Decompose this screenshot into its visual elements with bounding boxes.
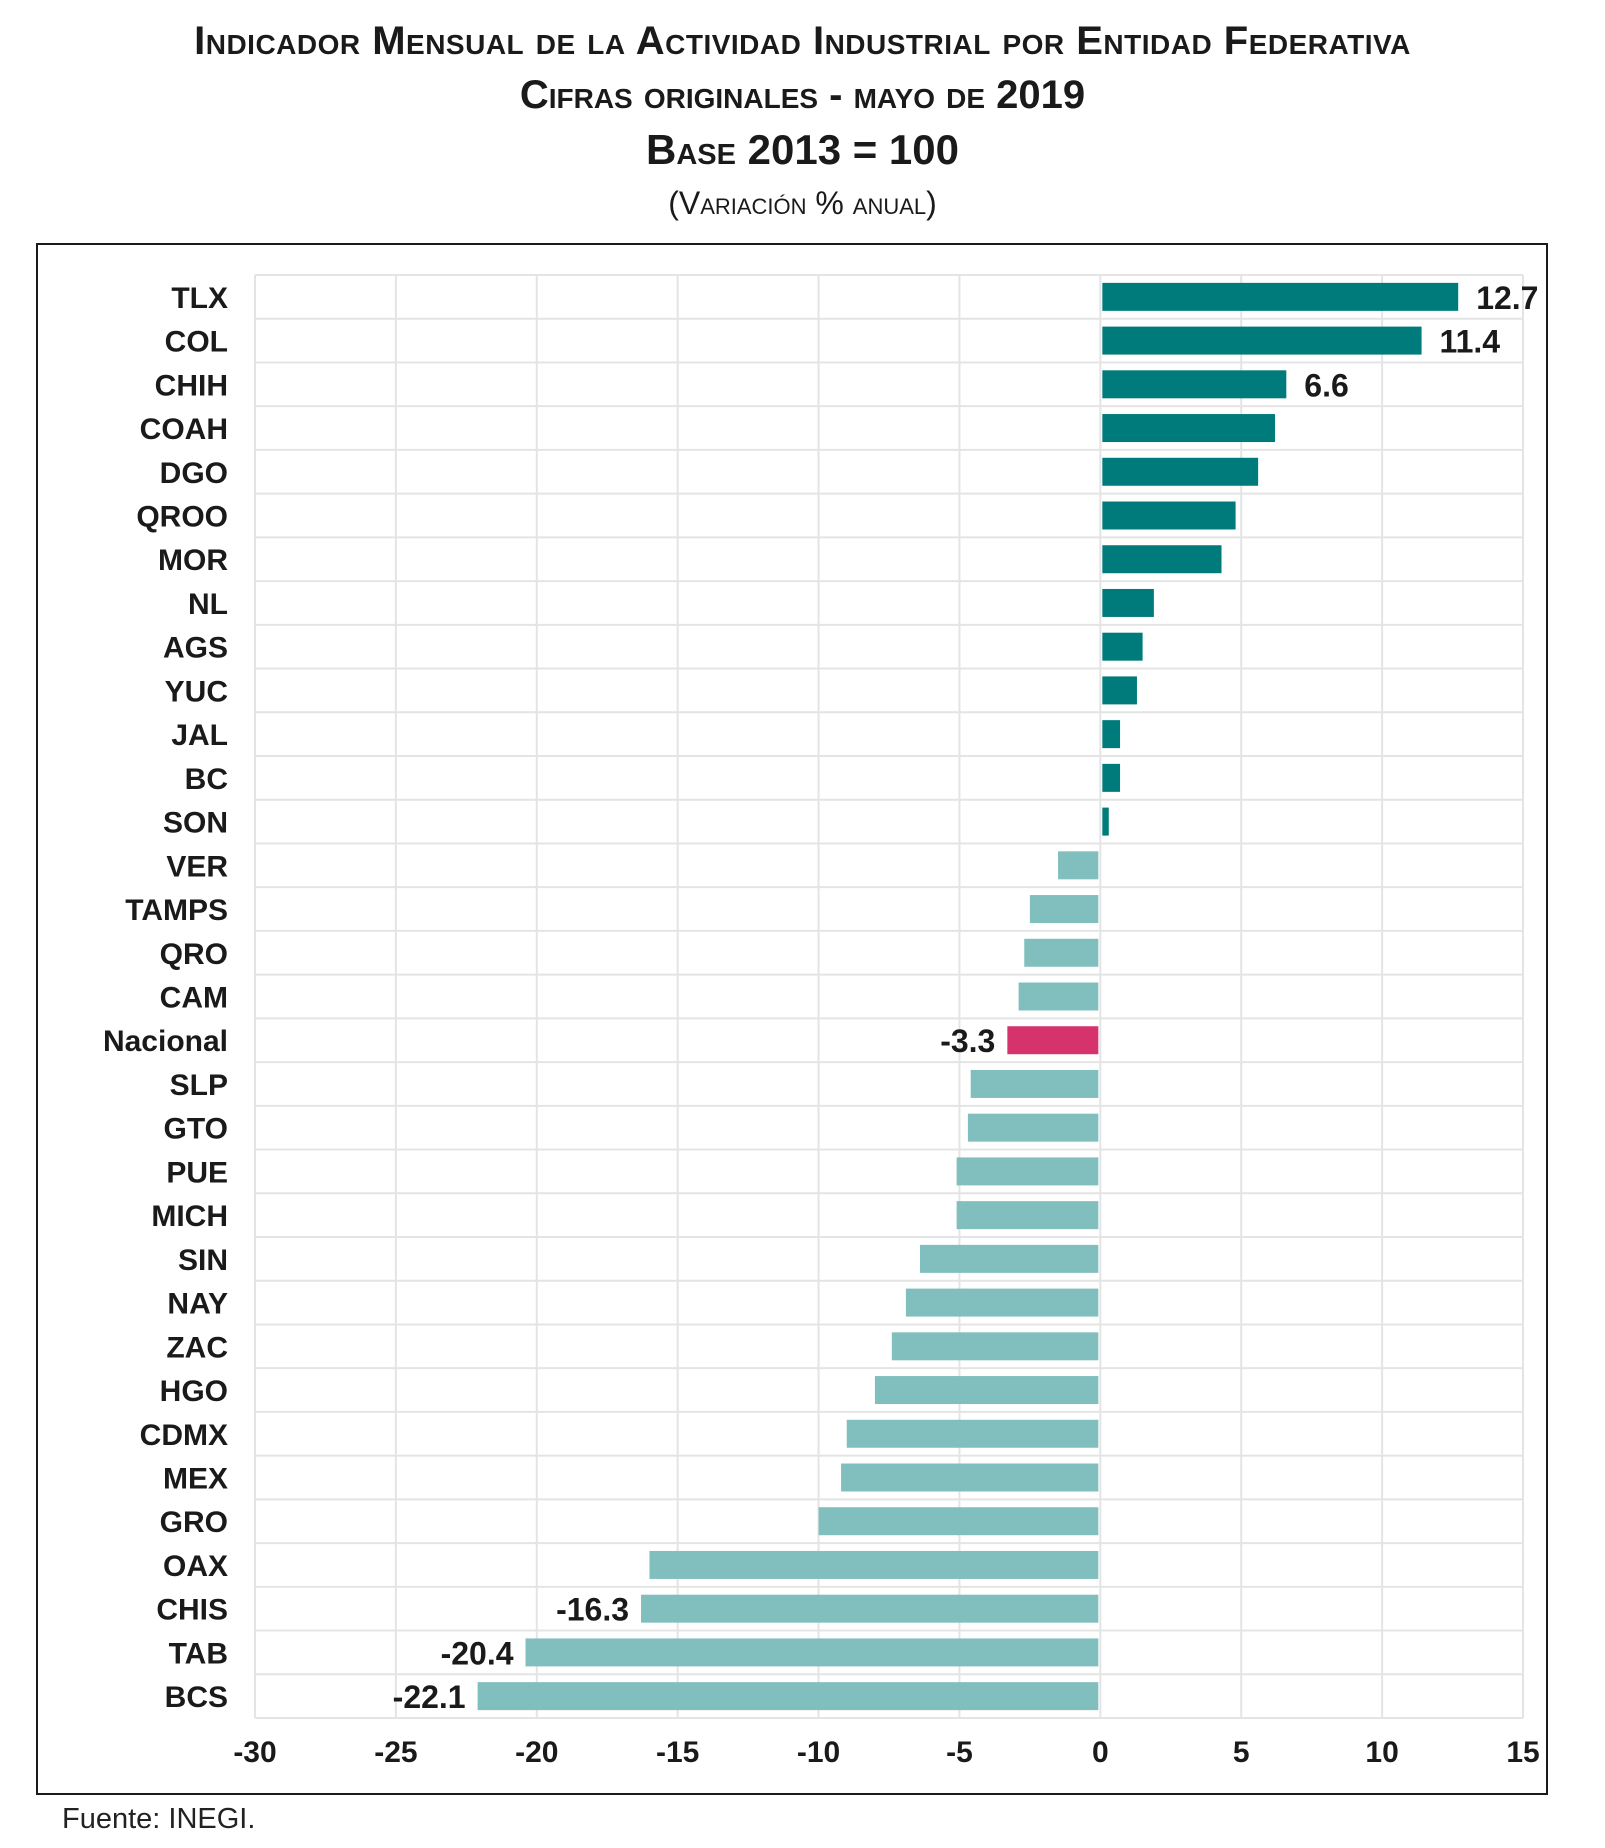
source-note: Fuente: INEGI.: [62, 1803, 256, 1835]
category-label: Nacional: [103, 1025, 228, 1058]
bar-cdmx: [846, 1419, 1099, 1448]
bar-son: [1102, 807, 1109, 836]
category-label: PUE: [166, 1156, 228, 1189]
bar-ver: [1058, 851, 1099, 880]
data-label-tlx: 12.7: [1476, 280, 1538, 316]
x-tick-label: 5: [1233, 1736, 1250, 1769]
chart-subtitle: Cifras originales - mayo de 2019: [519, 73, 1086, 117]
category-label: OAX: [163, 1550, 228, 1583]
x-tick-labels: -30 -25 -20 -15 -10 -5 0 5 10 15: [233, 1736, 1539, 1769]
bar-gro: [818, 1507, 1099, 1536]
category-label: AGS: [163, 632, 228, 665]
gridlines: [254, 274, 1524, 1719]
category-label: CHIS: [156, 1594, 228, 1627]
data-label-tab: -20.4: [441, 1635, 514, 1671]
bar-bc: [1102, 763, 1121, 792]
x-tick-label: -5: [946, 1736, 973, 1769]
bar-tab: [525, 1638, 1099, 1667]
bar-qro: [1024, 938, 1099, 967]
bar-mich: [956, 1201, 1099, 1230]
category-label: GTO: [164, 1113, 228, 1146]
category-label: COAH: [140, 413, 228, 446]
category-label: QRO: [160, 938, 228, 971]
chart-frame: TLX COL CHIH COAH DGO QROO MOR NL AGS YUC JAL BC SON…: [36, 243, 1548, 1795]
chart-base: Base 2013 = 100: [645, 126, 959, 173]
bar-hgo: [874, 1376, 1099, 1405]
category-label: TLX: [171, 282, 228, 315]
category-label: QROO: [136, 501, 228, 534]
data-label-nacional: -3.3: [940, 1023, 995, 1059]
bar-tamps: [1029, 895, 1099, 924]
bar-tlx: [1102, 282, 1459, 311]
category-label: MICH: [151, 1200, 228, 1233]
bars: [477, 282, 1459, 1711]
category-label: SON: [163, 807, 228, 840]
x-tick-label: -30: [233, 1736, 276, 1769]
bar-chih: [1102, 370, 1287, 399]
category-label: CAM: [160, 982, 228, 1015]
x-tick-label: -15: [656, 1736, 699, 1769]
category-label: MOR: [158, 544, 228, 577]
chart-title: Indicador Mensual de la Actividad Indust…: [194, 19, 1411, 63]
bar-dgo: [1102, 457, 1259, 486]
bar-nay: [905, 1288, 1099, 1317]
category-label: SIN: [178, 1244, 228, 1277]
bar-slp: [970, 1069, 1099, 1098]
bar-chis: [641, 1594, 1099, 1623]
category-label: CHIH: [155, 369, 228, 402]
category-label: TAB: [169, 1637, 228, 1670]
bar-ags: [1102, 632, 1143, 661]
category-label: HGO: [160, 1375, 228, 1408]
category-label: DGO: [160, 457, 228, 490]
data-label-col: 11.4: [1440, 324, 1501, 360]
x-tick-label: 0: [1092, 1736, 1109, 1769]
bar-col: [1102, 326, 1422, 355]
category-label: NAY: [167, 1288, 228, 1321]
bar-pue: [956, 1157, 1099, 1186]
bar-nl: [1102, 588, 1154, 617]
data-label-chih: 6.6: [1304, 367, 1348, 403]
category-label: NL: [188, 588, 228, 621]
category-label: SLP: [170, 1069, 228, 1102]
category-label: BC: [185, 763, 228, 796]
bar-bcs: [477, 1682, 1099, 1711]
bar-sin: [919, 1244, 1099, 1273]
data-label-chis: -16.3: [556, 1592, 629, 1628]
category-label: TAMPS: [125, 894, 228, 927]
bar-yuc: [1102, 676, 1137, 705]
data-label-bcs: -22.1: [393, 1679, 466, 1715]
x-tick-label: -25: [374, 1736, 417, 1769]
bar-oax: [649, 1550, 1099, 1579]
category-label: GRO: [160, 1506, 228, 1539]
category-label: MEX: [163, 1463, 228, 1496]
chart-header: Indicador Mensual de la Actividad Indust…: [0, 14, 1605, 228]
bar-qroo: [1102, 501, 1236, 530]
data-labels: 12.7 11.4 6.6 -3.3 -16.3 -20.4 -22.1: [393, 280, 1539, 1715]
chart-unit: (Variación % anual): [668, 185, 937, 221]
category-labels: TLX COL CHIH COAH DGO QROO MOR NL AGS YUC JAL BC SON…: [103, 282, 228, 1714]
bar-mor: [1102, 545, 1222, 574]
category-label: CDMX: [140, 1419, 228, 1452]
bar-jal: [1102, 720, 1121, 749]
bar-cam: [1018, 982, 1099, 1011]
category-label: JAL: [171, 719, 228, 752]
x-tick-label: -10: [797, 1736, 840, 1769]
category-label: ZAC: [166, 1331, 228, 1364]
x-tick-label: 15: [1506, 1736, 1539, 1769]
bar-mex: [841, 1463, 1099, 1492]
bar-gto: [967, 1113, 1099, 1142]
x-tick-label: 10: [1365, 1736, 1398, 1769]
x-tick-label: -20: [515, 1736, 558, 1769]
bar-nacional: [1007, 1026, 1099, 1055]
bar-chart: TLX COL CHIH COAH DGO QROO MOR NL AGS YUC JAL BC SON…: [103, 274, 1540, 1769]
bar-coah: [1102, 414, 1276, 443]
plot-area: [255, 275, 1523, 1718]
bar-zac: [891, 1332, 1099, 1361]
category-label: BCS: [165, 1681, 228, 1714]
category-label: YUC: [165, 675, 228, 708]
category-label: VER: [166, 850, 228, 883]
category-label: COL: [165, 326, 228, 359]
